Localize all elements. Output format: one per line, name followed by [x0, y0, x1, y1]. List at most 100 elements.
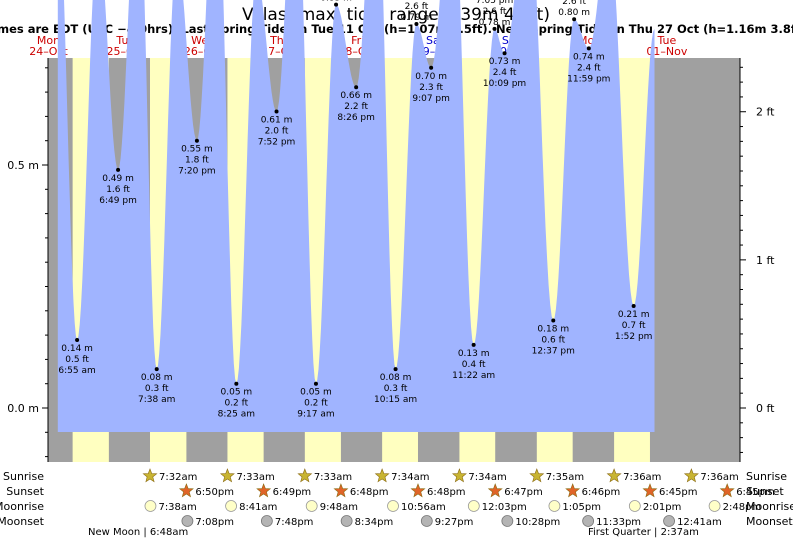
low-tide-point	[502, 51, 507, 56]
sunset-icon	[333, 483, 349, 498]
low-tide-label: 0.6 ft	[541, 336, 565, 346]
low-tide-label: 8:25 am	[218, 410, 255, 420]
moonset-time: 8:34pm	[355, 517, 394, 528]
low-tide-point	[75, 337, 80, 342]
low-tide-label: 0.2 ft	[224, 399, 248, 409]
low-tide-point	[551, 318, 556, 323]
low-tide-label: 10:09 pm	[483, 79, 526, 89]
moonrise-time: 2:48pm	[723, 502, 762, 513]
low-tide-point	[393, 367, 398, 372]
row-label-right: Sunset	[746, 485, 784, 498]
low-tide-label: 2.0 ft	[265, 127, 289, 137]
low-tide-label: 0.55 m	[181, 145, 213, 155]
high-tide-label: 7:05 pm	[476, 0, 514, 6]
moonrise-time: 8:41am	[239, 502, 277, 513]
moonrise-icon	[305, 500, 318, 512]
high-tide-point	[414, 22, 419, 27]
low-tide-point	[631, 303, 636, 308]
sunrise-time: 7:32am	[159, 472, 197, 483]
row-label-left: Moonset	[0, 515, 45, 528]
low-tide-label: 0.7 ft	[622, 321, 646, 331]
chart-title: Villas (max. tidal range 1.39m 4.6ft)	[242, 5, 550, 25]
low-tide-label: 11:59 pm	[567, 74, 610, 84]
moonrise-icon	[387, 500, 399, 512]
low-tide-label: 1.8 ft	[185, 156, 209, 166]
low-tide-point	[154, 367, 159, 372]
low-tide-point	[274, 109, 279, 114]
low-tide-label: 0.21 m	[618, 310, 650, 320]
moonrise-icon	[144, 500, 157, 512]
high-tide-point	[492, 26, 497, 31]
low-tide-label: 0.3 ft	[145, 384, 169, 394]
right-axis-label: 1 ft	[756, 254, 775, 267]
row-label-right: Moonset	[746, 515, 793, 528]
sunset-time: 6:48pm	[427, 487, 466, 498]
low-tide-label: 0.3 ft	[384, 384, 408, 394]
sunset-time: 6:49pm	[273, 487, 312, 498]
sunrise-time: 7:36am	[623, 472, 661, 483]
moonset-icon	[420, 515, 433, 527]
moonrise-time: 9:48am	[320, 502, 358, 513]
tide-labels: 0.14 m0.5 ft6:55 am1:24 pm3.2 ft0.97 m0.…	[58, 0, 652, 420]
low-tide-label: 0.73 m	[489, 57, 521, 67]
high-tide-label: 0.80 m	[558, 8, 590, 18]
low-tide-label: 2.4 ft	[493, 68, 517, 78]
high-tide-label: 2.6 ft	[562, 0, 586, 7]
low-tide-point	[429, 65, 434, 70]
sunrise-time: 7:34am	[468, 472, 506, 483]
moonrise-icon	[467, 500, 480, 512]
moonrise-icon	[225, 500, 237, 512]
low-tide-label: 0.14 m	[61, 344, 93, 354]
high-tide-label: 5:32 pm	[398, 0, 436, 1]
moonrise-time: 10:56am	[401, 502, 446, 513]
moonrise-icon	[548, 500, 561, 512]
sunset-time: 6:50pm	[195, 487, 234, 498]
moonset-time: 7:48pm	[275, 517, 314, 528]
high-tide-label: 0.83 m	[320, 0, 352, 4]
sunset-icon	[256, 483, 272, 498]
low-tide-label: 0.18 m	[537, 325, 569, 335]
moonrise-icon	[708, 500, 721, 512]
high-tide-label: 0.79 m	[401, 13, 433, 23]
low-tide-label: 9:17 am	[297, 410, 334, 420]
moonset-time: 9:27pm	[435, 517, 474, 528]
low-tide-label: 0.66 m	[340, 91, 372, 101]
moon-phase-first-quarter: First Quarter | 2:37am	[588, 527, 699, 538]
sunrise-time: 7:35am	[546, 472, 584, 483]
low-tide-label: 8:26 pm	[337, 113, 375, 123]
moonrise-icon	[628, 500, 641, 512]
moonset-icon	[181, 515, 194, 527]
low-tide-label: 0.4 ft	[462, 360, 486, 370]
low-tide-label: 0.05 m	[300, 388, 332, 398]
low-tide-label: 0.05 m	[221, 388, 253, 398]
sunset-icon	[719, 483, 735, 498]
low-tide-point	[313, 381, 318, 386]
high-tide-point	[334, 2, 339, 7]
tide-area	[57, 0, 655, 432]
low-tide-label: 7:52 pm	[258, 138, 296, 148]
high-tide-label: 2.6 ft	[483, 7, 507, 17]
moonrise-time: 12:03pm	[482, 502, 527, 513]
sunrise-time: 7:33am	[236, 472, 274, 483]
row-label-right: Sunrise	[746, 470, 787, 483]
moonset-time: 11:33pm	[596, 517, 641, 528]
sunrise-icon	[606, 468, 622, 483]
moonrise-time: 1:05pm	[562, 502, 601, 513]
moonset-time: 10:28pm	[515, 517, 560, 528]
right-axis-label: 2 ft	[756, 106, 775, 119]
sunrise-icon	[297, 468, 313, 483]
day-name-label: Fri	[351, 34, 364, 47]
high-tide-label: 0.78 m	[479, 18, 511, 28]
sunset-icon	[410, 483, 426, 498]
low-tide-label: 0.70 m	[415, 72, 447, 82]
right-axis-label: 0 ft	[756, 402, 775, 415]
sunrise-icon	[683, 468, 699, 483]
sunrise-time: 7:34am	[391, 472, 429, 483]
low-tide-label: 1:52 pm	[615, 332, 653, 342]
low-tide-label: 1.6 ft	[106, 185, 130, 195]
low-tide-label: 6:49 pm	[99, 196, 137, 206]
low-tide-label: 0.2 ft	[304, 399, 328, 409]
low-tide-label: 0.74 m	[573, 52, 605, 62]
row-label-left: Moonrise	[0, 500, 44, 513]
low-tide-label: 7:38 am	[138, 395, 175, 405]
